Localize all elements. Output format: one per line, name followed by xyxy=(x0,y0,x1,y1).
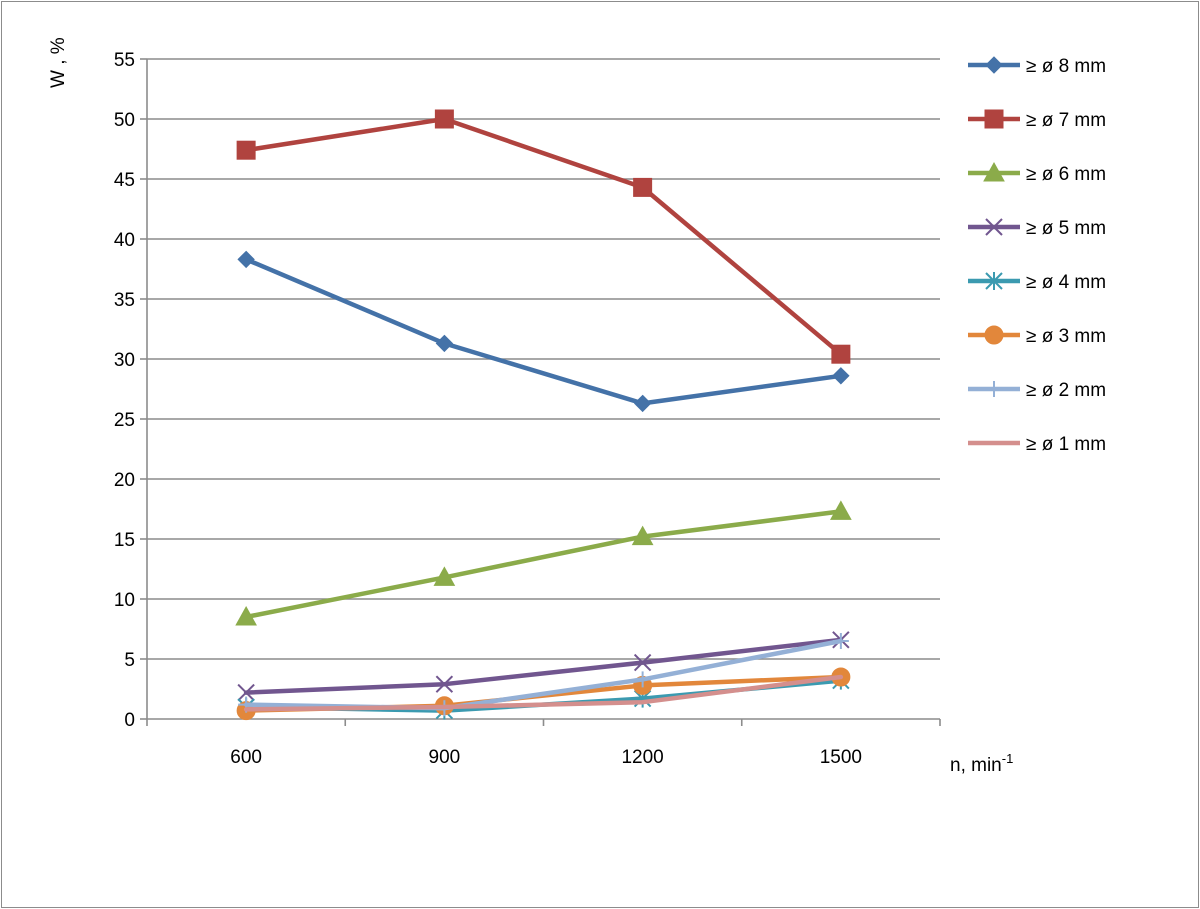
marker-stroke xyxy=(985,218,1003,236)
data-point-marker xyxy=(433,566,456,586)
series-5-mm xyxy=(237,631,850,702)
data-point-marker xyxy=(985,272,1003,290)
marker-stroke xyxy=(435,675,454,693)
x-tick-label: 900 xyxy=(429,747,461,768)
series-line xyxy=(243,257,844,406)
legend-label: ≥ ø 1 mm xyxy=(1026,434,1106,455)
series-line xyxy=(243,674,844,712)
data-point-marker xyxy=(832,367,850,385)
y-tick-label: 10 xyxy=(114,590,135,611)
series-8-mm xyxy=(237,250,850,413)
series-7-mm xyxy=(236,109,851,364)
y-tick-label: 0 xyxy=(124,710,135,731)
gridlines xyxy=(147,58,940,660)
data-point-marker xyxy=(983,161,1005,182)
legend-label: ≥ ø 4 mm xyxy=(1026,272,1106,293)
legend-label: ≥ ø 2 mm xyxy=(1026,380,1106,401)
y-tick-label: 15 xyxy=(114,530,135,551)
legend-item: ≥ ø 7 mm xyxy=(968,109,1106,131)
legend-item: ≥ ø 3 mm xyxy=(968,325,1106,347)
data-point-marker xyxy=(831,344,851,364)
y-tick-labels: 0 5 10 15 20 25 30 35 40 45 50 55 xyxy=(114,50,135,731)
marker-stroke xyxy=(633,653,652,672)
x-axis-title-superscript: -1 xyxy=(1002,751,1014,766)
data-point-marker xyxy=(434,109,454,129)
legend-item: ≥ ø 5 mm xyxy=(968,218,1106,239)
data-point-marker xyxy=(235,605,257,626)
series-6-mm xyxy=(235,500,852,626)
y-tick-label: 55 xyxy=(114,50,135,71)
data-point-marker xyxy=(236,140,256,160)
y-tick-label: 25 xyxy=(114,410,135,431)
data-point-marker xyxy=(830,500,852,520)
data-point-marker xyxy=(633,653,652,672)
legend-label: ≥ ø 5 mm xyxy=(1026,218,1106,239)
legend-label: ≥ ø 6 mm xyxy=(1026,164,1106,185)
data-point-marker xyxy=(435,675,454,693)
series-lines xyxy=(235,109,852,721)
data-point-marker xyxy=(634,671,651,688)
x-tick-label: 600 xyxy=(230,747,262,768)
data-point-marker xyxy=(985,56,1003,74)
legend: ≥ ø 8 mm ≥ ø 7 mm ≥ ø 6 mm ≥ ø 5 mm ≥ ø 4 mm… xyxy=(968,56,1106,455)
series-line xyxy=(243,637,844,695)
y-tick-label: 30 xyxy=(114,350,135,371)
legend-item: ≥ ø 1 mm xyxy=(968,434,1106,455)
data-point-marker xyxy=(984,109,1004,129)
data-point-marker xyxy=(986,381,1002,397)
legend-item: ≥ ø 8 mm xyxy=(968,56,1106,77)
series-line xyxy=(243,116,844,357)
y-tick-label: 35 xyxy=(114,290,135,311)
legend-item: ≥ ø 4 mm xyxy=(968,272,1106,293)
legend-item: ≥ ø 2 mm xyxy=(968,380,1106,401)
y-axis-title: W , % xyxy=(48,37,69,88)
y-tick-label: 40 xyxy=(114,230,135,251)
legend-label: ≥ ø 8 mm xyxy=(1026,56,1106,77)
axes xyxy=(140,58,941,726)
legend-item: ≥ ø 6 mm xyxy=(968,161,1106,185)
series-1-mm xyxy=(243,674,844,712)
x-tick-label: 1200 xyxy=(621,747,663,768)
x-tick-label: 1500 xyxy=(820,747,862,768)
data-point-marker xyxy=(633,177,653,197)
series-line xyxy=(243,509,844,620)
y-tick-label: 50 xyxy=(114,110,135,131)
data-point-marker xyxy=(237,250,255,269)
y-tick-label: 20 xyxy=(114,470,135,491)
legend-label: ≥ ø 7 mm xyxy=(1026,110,1106,131)
y-tick-label: 45 xyxy=(114,170,135,191)
data-point-marker xyxy=(633,394,652,413)
x-axis-title: n, min-1 xyxy=(950,751,1013,776)
x-axis-title-main: n, min xyxy=(950,755,1002,776)
data-point-marker xyxy=(435,334,454,353)
y-tick-label: 5 xyxy=(124,650,135,671)
data-point-marker xyxy=(832,633,849,649)
marker-stroke xyxy=(237,683,255,702)
data-point-marker xyxy=(985,218,1003,236)
data-point-marker xyxy=(631,525,654,546)
legend-label: ≥ ø 3 mm xyxy=(1026,326,1106,347)
data-point-marker xyxy=(237,683,255,702)
x-tick-labels: 600 900 1200 1500 xyxy=(230,747,862,768)
data-point-marker xyxy=(984,325,1004,345)
